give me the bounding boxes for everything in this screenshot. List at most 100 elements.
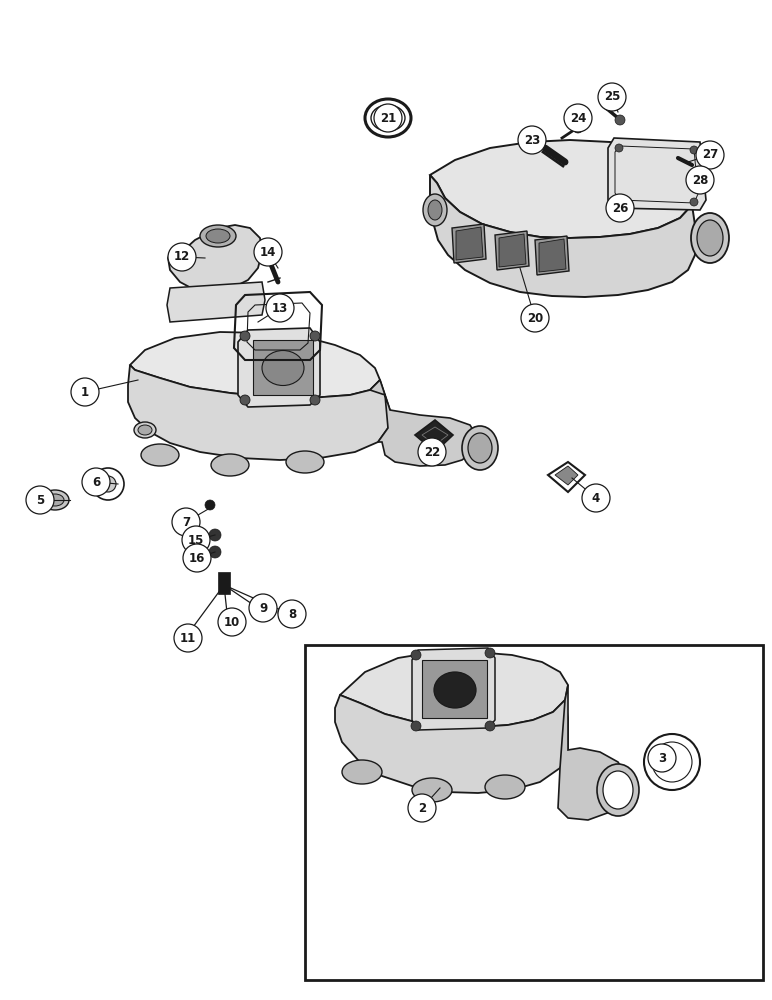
Circle shape: [644, 734, 700, 790]
PathPatch shape: [167, 282, 265, 322]
Circle shape: [688, 171, 702, 185]
Circle shape: [240, 331, 250, 341]
PathPatch shape: [539, 239, 566, 272]
PathPatch shape: [456, 227, 483, 260]
PathPatch shape: [555, 466, 578, 485]
Text: 16: 16: [189, 552, 205, 564]
Text: 24: 24: [570, 111, 586, 124]
Circle shape: [690, 198, 698, 206]
PathPatch shape: [535, 236, 569, 275]
Circle shape: [485, 721, 495, 731]
Circle shape: [209, 529, 221, 541]
Circle shape: [485, 648, 495, 658]
Circle shape: [240, 395, 250, 405]
Text: 28: 28: [692, 174, 708, 186]
Text: 27: 27: [702, 148, 718, 161]
PathPatch shape: [430, 140, 695, 238]
PathPatch shape: [340, 652, 568, 727]
Ellipse shape: [262, 351, 304, 385]
Circle shape: [615, 198, 623, 206]
Circle shape: [418, 438, 446, 466]
Ellipse shape: [423, 194, 447, 226]
Circle shape: [82, 468, 110, 496]
Circle shape: [696, 141, 724, 169]
Ellipse shape: [286, 451, 324, 473]
Text: 21: 21: [380, 111, 396, 124]
Ellipse shape: [485, 775, 525, 799]
Text: 25: 25: [604, 91, 620, 104]
Circle shape: [374, 104, 402, 132]
Circle shape: [615, 115, 625, 125]
FancyBboxPatch shape: [253, 340, 313, 395]
Ellipse shape: [468, 433, 492, 463]
Circle shape: [209, 546, 221, 558]
Circle shape: [249, 594, 277, 622]
Circle shape: [168, 243, 196, 271]
Text: 15: 15: [188, 534, 204, 546]
Ellipse shape: [428, 200, 442, 220]
Text: 14: 14: [260, 245, 276, 258]
Text: 4: 4: [592, 491, 600, 504]
Circle shape: [205, 500, 215, 510]
Circle shape: [183, 544, 211, 572]
Ellipse shape: [200, 225, 236, 247]
Circle shape: [652, 742, 692, 782]
PathPatch shape: [495, 231, 529, 270]
Circle shape: [518, 126, 546, 154]
Circle shape: [686, 166, 714, 194]
Text: 26: 26: [612, 202, 628, 215]
Circle shape: [218, 608, 246, 636]
Ellipse shape: [603, 771, 633, 809]
FancyBboxPatch shape: [422, 660, 487, 718]
Bar: [218, 572, 230, 594]
PathPatch shape: [558, 685, 628, 820]
Ellipse shape: [206, 229, 230, 243]
Circle shape: [310, 395, 320, 405]
Circle shape: [615, 144, 623, 152]
Circle shape: [178, 631, 192, 645]
Text: 3: 3: [658, 752, 666, 764]
Text: 7: 7: [182, 516, 190, 528]
Circle shape: [690, 146, 698, 154]
Circle shape: [408, 794, 436, 822]
Circle shape: [521, 304, 549, 332]
Circle shape: [648, 744, 676, 772]
Text: 6: 6: [92, 476, 100, 488]
PathPatch shape: [430, 175, 695, 297]
Text: 13: 13: [272, 302, 288, 314]
Ellipse shape: [141, 444, 179, 466]
PathPatch shape: [128, 365, 390, 460]
Circle shape: [182, 526, 210, 554]
Text: 2: 2: [418, 802, 426, 814]
Text: 23: 23: [524, 133, 540, 146]
Ellipse shape: [134, 422, 156, 438]
PathPatch shape: [415, 420, 453, 452]
Circle shape: [582, 484, 610, 512]
Ellipse shape: [342, 760, 382, 784]
Circle shape: [172, 508, 200, 536]
PathPatch shape: [370, 380, 478, 466]
Ellipse shape: [211, 454, 249, 476]
PathPatch shape: [238, 328, 320, 407]
Text: 5: 5: [36, 493, 44, 506]
PathPatch shape: [499, 234, 526, 267]
Circle shape: [564, 104, 592, 132]
Text: 10: 10: [224, 615, 240, 629]
Circle shape: [26, 486, 54, 514]
Text: 12: 12: [174, 250, 190, 263]
Text: 20: 20: [527, 312, 543, 324]
PathPatch shape: [608, 138, 706, 210]
Ellipse shape: [41, 490, 69, 510]
Ellipse shape: [138, 425, 152, 435]
PathPatch shape: [130, 332, 380, 398]
Text: 1: 1: [81, 385, 89, 398]
Circle shape: [411, 721, 421, 731]
Circle shape: [310, 331, 320, 341]
Circle shape: [221, 615, 235, 629]
Text: 9: 9: [259, 601, 267, 614]
Text: 8: 8: [288, 607, 296, 620]
Ellipse shape: [46, 494, 64, 506]
Circle shape: [278, 605, 292, 619]
PathPatch shape: [335, 695, 568, 793]
Bar: [305, 645, 763, 980]
